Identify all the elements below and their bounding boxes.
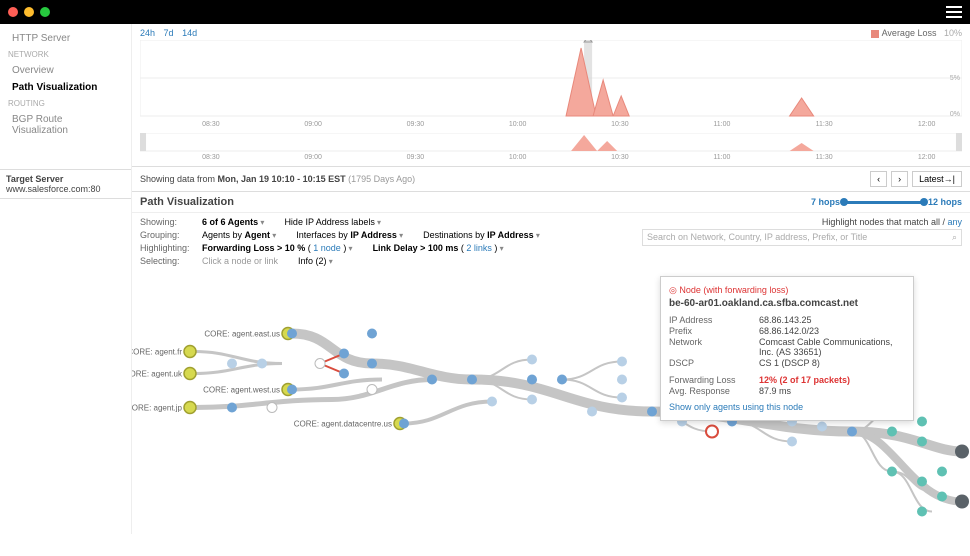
svg-text:08:30: 08:30 xyxy=(202,121,220,128)
showing-dropdown[interactable]: 6 of 6 Agents xyxy=(202,217,264,227)
svg-text:12:00: 12:00 xyxy=(918,121,936,128)
prev-button[interactable]: ‹ xyxy=(870,171,887,187)
svg-text:08:30: 08:30 xyxy=(202,154,220,159)
selecting-value: Click a node or link xyxy=(202,256,278,266)
svg-text:11:30: 11:30 xyxy=(816,154,833,159)
viz-header: Path Visualization 7 hops 12 hops xyxy=(132,192,970,213)
nav-section-routing: ROUTING xyxy=(0,96,131,111)
hops-slider[interactable]: 7 hops 12 hops xyxy=(811,197,962,207)
showing-range: Mon, Jan 19 10:10 - 10:15 EST xyxy=(218,174,346,184)
min-dot[interactable] xyxy=(24,7,34,17)
grouping-label: Grouping: xyxy=(140,230,194,240)
topology-canvas[interactable]: CORE: agent.east.us CORE: agent.fr CORE: a… xyxy=(132,270,970,553)
highlight-fwd-dropdown[interactable]: Forwarding Loss > 10 % ( 1 node ) xyxy=(202,243,353,253)
loss-area-chart[interactable]: 08:30 09:00 09:30 10:00 10:30 11:00 11:30 12:0… xyxy=(140,40,962,130)
match-any-link[interactable]: any xyxy=(947,217,962,227)
viz-title: Path Visualization xyxy=(140,196,234,208)
nav-section-network: NETWORK xyxy=(0,47,131,62)
showing-label: Showing: xyxy=(140,217,194,227)
close-dot[interactable] xyxy=(8,7,18,17)
svg-text:CORE: agent.datacentre.us: CORE: agent.datacentre.us xyxy=(294,420,392,429)
svg-text:09:30: 09:30 xyxy=(407,154,425,159)
match-all-link[interactable]: all xyxy=(931,217,940,227)
timechart-panel: 24h 7d 14d Average Loss 10% 08:30 09:00 09… xyxy=(132,24,970,167)
node-tooltip: ◎ Node (with forwarding loss) be-60-ar01… xyxy=(660,276,914,421)
svg-text:0%: 0% xyxy=(950,111,960,118)
grouping-interfaces-dropdown[interactable]: Interfaces by IP Address xyxy=(296,230,403,240)
showing-prefix: Showing data from xyxy=(140,174,218,184)
latest-button[interactable]: Latest→| xyxy=(912,171,962,187)
target-label: Target Server xyxy=(6,174,125,184)
svg-text:CORE: agent.uk: CORE: agent.uk xyxy=(132,370,183,379)
selecting-label: Selecting: xyxy=(140,256,194,266)
tooltip-header: ◎ Node (with forwarding loss) xyxy=(669,285,905,296)
showing-data-row: Showing data from Mon, Jan 19 10:10 - 10… xyxy=(132,167,970,192)
nav-bgp[interactable]: BGP Route Visualization xyxy=(0,111,131,139)
svg-text:CORE: agent.west.us: CORE: agent.west.us xyxy=(203,386,280,395)
svg-text:09:00: 09:00 xyxy=(304,121,322,128)
range-14d[interactable]: 14d xyxy=(182,28,197,38)
svg-text:CORE: agent.east.us: CORE: agent.east.us xyxy=(204,330,280,339)
highlight-nodes-label: Highlight nodes that match xyxy=(822,217,929,227)
search-icon: ⌕ xyxy=(952,232,957,243)
tooltip-title: be-60-ar01.oakland.ca.sfba.comcast.net xyxy=(669,298,905,309)
highlight-delay-dropdown[interactable]: Link Delay > 100 ms ( 2 links ) xyxy=(373,243,504,253)
viz-controls: Showing: 6 of 6 Agents Hide IP Address l… xyxy=(132,213,970,270)
nav-http-server[interactable]: HTTP Server xyxy=(0,30,131,47)
window-titlebar xyxy=(0,0,970,24)
menu-icon[interactable] xyxy=(946,6,962,18)
svg-text:CORE: agent.fr: CORE: agent.fr xyxy=(132,348,182,357)
search-input[interactable]: Search on Network, Country, IP address, … xyxy=(642,229,962,246)
hide-labels-dropdown[interactable]: Hide IP Address labels xyxy=(284,217,381,227)
svg-text:10:00: 10:00 xyxy=(509,154,527,159)
svg-text:11:00: 11:00 xyxy=(713,154,730,159)
chart-legend: Average Loss 10% xyxy=(871,28,962,38)
svg-text:11:00: 11:00 xyxy=(713,121,730,128)
max-dot[interactable] xyxy=(40,7,50,17)
tooltip-filter-link[interactable]: Show only agents using this node xyxy=(669,402,905,412)
target-value: www.salesforce.com:80 xyxy=(6,184,125,194)
nav-path-viz[interactable]: Path Visualization xyxy=(0,79,131,96)
time-range-selector: 24h 7d 14d xyxy=(140,28,203,38)
highlighting-label: Highlighting: xyxy=(140,243,194,253)
range-7d[interactable]: 7d xyxy=(164,28,174,38)
nav-overview[interactable]: Overview xyxy=(0,62,131,79)
showing-suffix: (1795 Days Ago) xyxy=(346,174,416,184)
grouping-dest-dropdown[interactable]: Destinations by IP Address xyxy=(423,230,540,240)
grouping-agents-dropdown[interactable]: Agents by Agent xyxy=(202,230,276,240)
svg-text:CORE: agent.jp: CORE: agent.jp xyxy=(132,404,183,413)
hops-min-label: 7 hops xyxy=(811,197,840,207)
hops-max-label: 12 hops xyxy=(928,197,962,207)
traffic-lights xyxy=(8,7,50,17)
svg-text:09:00: 09:00 xyxy=(304,154,322,159)
loss-overview-chart[interactable]: 08:30 09:00 09:30 10:00 10:30 11:00 11:30 12:0… xyxy=(140,133,962,159)
range-24h[interactable]: 24h xyxy=(140,28,155,38)
next-button[interactable]: › xyxy=(891,171,908,187)
svg-text:10:00: 10:00 xyxy=(509,121,527,128)
info-dropdown[interactable]: Info (2) xyxy=(298,256,333,266)
svg-text:10:30: 10:30 xyxy=(611,154,629,159)
svg-text:5%: 5% xyxy=(950,75,960,82)
svg-text:09:30: 09:30 xyxy=(407,121,425,128)
svg-text:10:30: 10:30 xyxy=(611,121,629,128)
svg-text:12:00: 12:00 xyxy=(918,154,936,159)
sidebar: HTTP Server NETWORK Overview Path Visual… xyxy=(0,24,132,534)
target-server-box: Target Server www.salesforce.com:80 xyxy=(0,169,131,199)
svg-text:11:30: 11:30 xyxy=(816,121,833,128)
